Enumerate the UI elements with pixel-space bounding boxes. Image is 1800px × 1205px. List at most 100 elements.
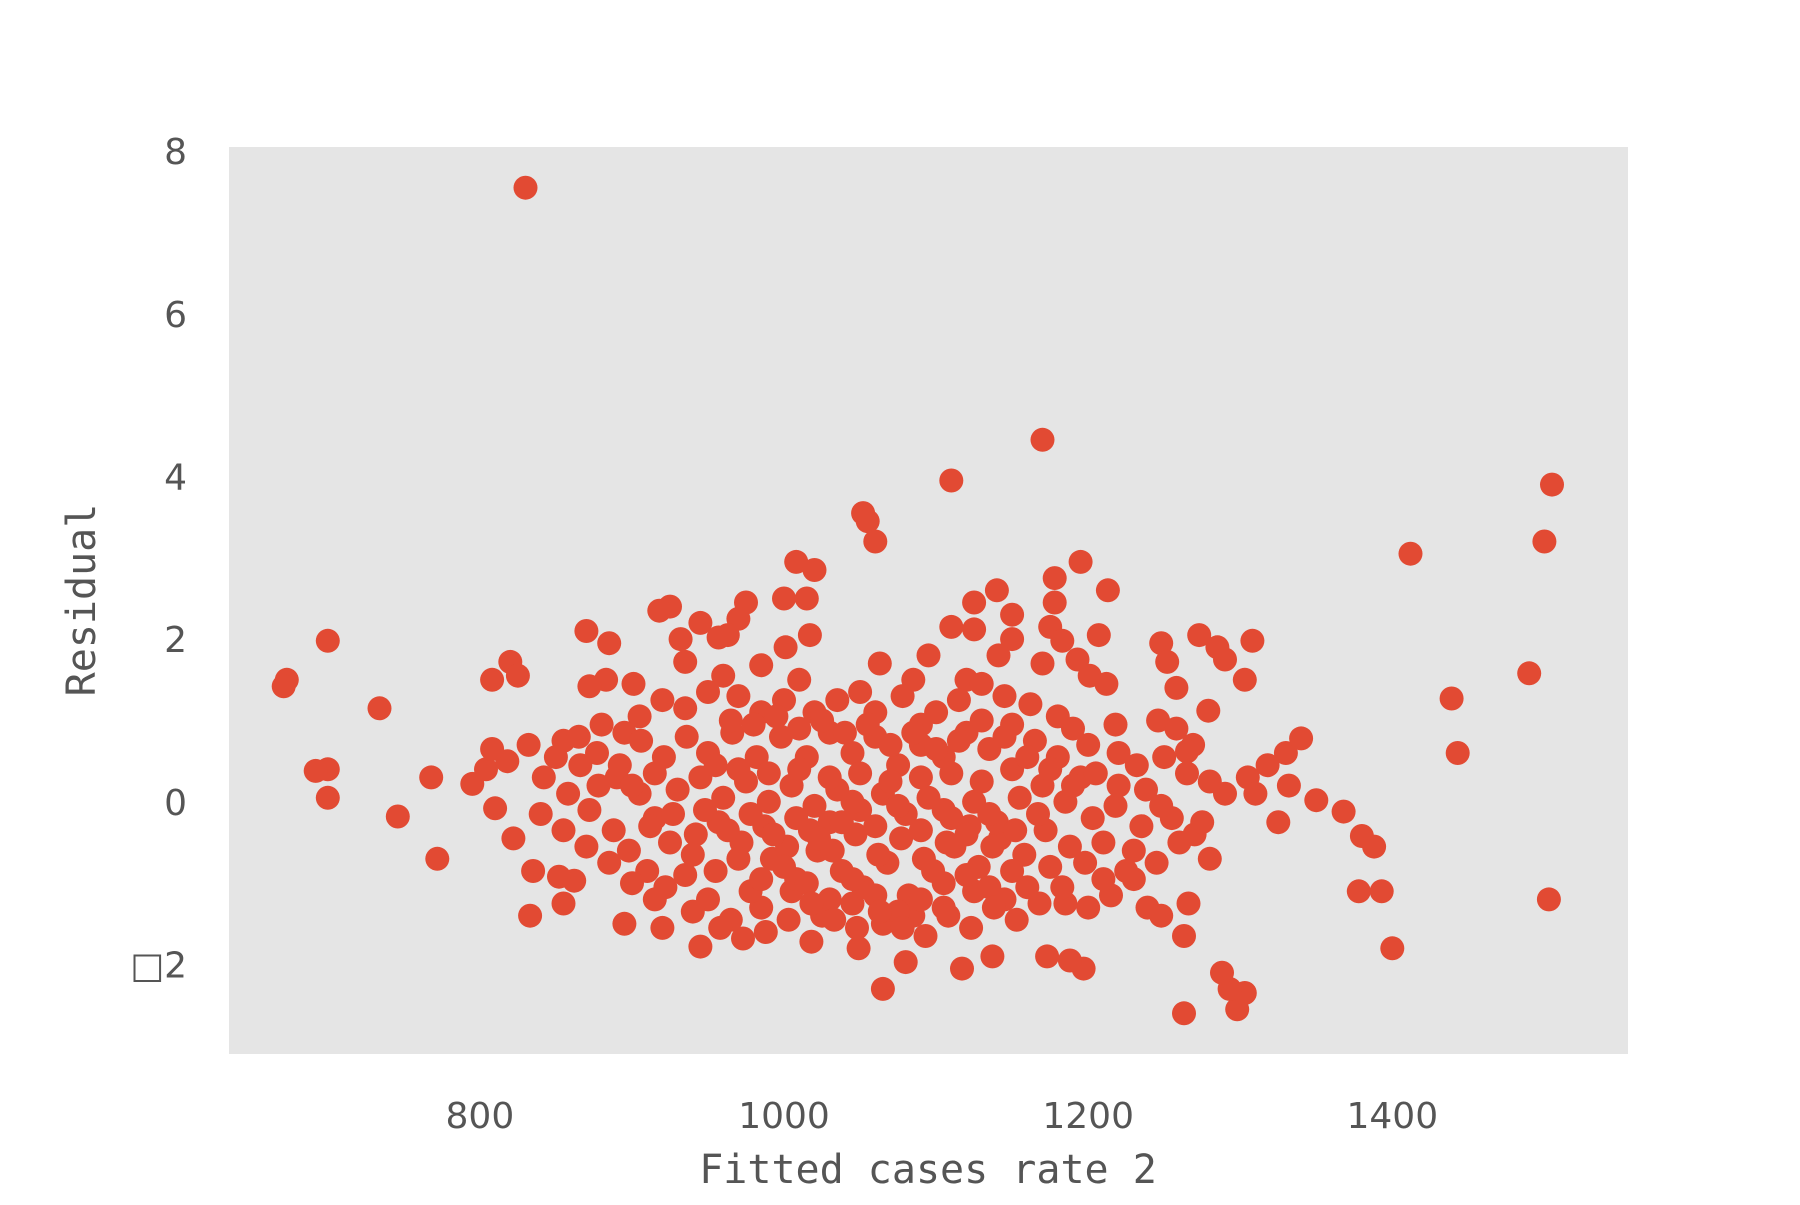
data-point bbox=[703, 859, 728, 883]
data-point bbox=[1164, 716, 1189, 741]
data-point bbox=[939, 614, 964, 639]
data-point bbox=[1091, 867, 1116, 892]
data-point bbox=[936, 903, 961, 928]
data-point bbox=[1000, 859, 1025, 883]
data-point bbox=[1000, 627, 1025, 652]
data-point bbox=[741, 712, 766, 737]
data-point bbox=[425, 846, 450, 871]
data-point bbox=[1106, 741, 1131, 765]
data-point bbox=[931, 798, 956, 822]
data-point bbox=[908, 818, 933, 843]
data-point bbox=[863, 529, 888, 554]
data-point bbox=[620, 871, 644, 896]
data-point bbox=[1007, 785, 1032, 810]
data-point bbox=[939, 761, 964, 786]
data-point bbox=[1172, 1001, 1196, 1026]
data-point bbox=[1061, 773, 1085, 798]
data-point bbox=[931, 871, 956, 896]
data-point bbox=[1015, 745, 1040, 770]
data-point bbox=[840, 789, 865, 814]
data-point bbox=[769, 724, 793, 749]
data-point bbox=[718, 708, 743, 733]
data-point bbox=[1030, 427, 1055, 452]
data-point bbox=[597, 631, 622, 656]
data-point bbox=[674, 724, 699, 749]
data-point bbox=[577, 674, 602, 699]
data-point bbox=[696, 680, 720, 704]
data-point bbox=[1196, 698, 1221, 723]
data-point bbox=[934, 830, 959, 855]
data-point bbox=[825, 688, 850, 713]
data-point bbox=[764, 704, 789, 729]
data-point bbox=[893, 950, 918, 975]
data-point bbox=[642, 761, 667, 786]
x-tick-label: 1000 bbox=[738, 1096, 830, 1137]
data-point bbox=[650, 915, 675, 940]
data-point bbox=[661, 802, 685, 826]
data-point bbox=[738, 802, 763, 826]
data-point bbox=[589, 712, 614, 737]
data-point bbox=[773, 635, 798, 660]
data-point bbox=[1026, 802, 1050, 826]
data-point bbox=[1018, 692, 1043, 717]
data-point bbox=[954, 822, 979, 847]
data-point bbox=[673, 696, 698, 721]
data-point bbox=[829, 810, 854, 835]
data-point bbox=[621, 671, 646, 696]
data-point bbox=[822, 907, 847, 932]
data-point bbox=[787, 667, 812, 692]
data-point bbox=[962, 617, 987, 642]
data-point bbox=[855, 712, 880, 737]
data-point bbox=[1076, 895, 1101, 920]
data-point bbox=[981, 895, 1006, 920]
data-point bbox=[863, 814, 888, 839]
data-point bbox=[673, 649, 698, 674]
data-point bbox=[799, 929, 824, 954]
data-point bbox=[846, 936, 871, 961]
data-point bbox=[460, 771, 485, 796]
data-point bbox=[1129, 814, 1154, 839]
data-point bbox=[551, 891, 576, 916]
data-point bbox=[1027, 891, 1052, 916]
points-layer bbox=[271, 175, 1564, 1026]
data-point bbox=[1164, 675, 1189, 700]
data-point bbox=[1536, 887, 1561, 912]
data-point bbox=[1045, 704, 1070, 729]
data-point bbox=[521, 859, 546, 883]
data-point bbox=[693, 798, 717, 822]
y-axis-title: Residual bbox=[59, 504, 105, 697]
data-point bbox=[367, 696, 392, 721]
data-point bbox=[1057, 948, 1082, 973]
data-point bbox=[531, 765, 556, 790]
data-point bbox=[1210, 960, 1234, 985]
data-point bbox=[680, 899, 705, 924]
y-tick-label: 4 bbox=[164, 457, 187, 498]
data-point bbox=[840, 741, 865, 765]
data-point bbox=[726, 684, 751, 709]
data-point bbox=[954, 863, 979, 887]
data-point bbox=[1094, 671, 1119, 696]
data-point bbox=[703, 753, 728, 778]
data-point bbox=[1106, 773, 1131, 798]
data-point bbox=[1439, 686, 1464, 711]
data-point bbox=[556, 781, 581, 806]
data-point bbox=[1152, 745, 1177, 770]
data-point bbox=[650, 688, 675, 713]
data-point bbox=[908, 887, 933, 912]
data-point bbox=[1346, 879, 1371, 904]
data-point bbox=[867, 899, 892, 924]
data-point bbox=[802, 793, 827, 818]
data-point bbox=[977, 802, 1002, 826]
data-point bbox=[597, 850, 622, 875]
data-point bbox=[1003, 818, 1028, 843]
data-point bbox=[992, 684, 1017, 709]
data-point bbox=[890, 915, 915, 940]
data-point bbox=[772, 854, 796, 879]
data-point bbox=[627, 704, 652, 729]
data-point bbox=[908, 765, 933, 790]
data-point bbox=[1445, 741, 1470, 765]
data-point bbox=[715, 818, 740, 843]
data-point bbox=[731, 926, 755, 951]
data-point bbox=[419, 765, 444, 790]
data-point bbox=[1190, 810, 1215, 835]
